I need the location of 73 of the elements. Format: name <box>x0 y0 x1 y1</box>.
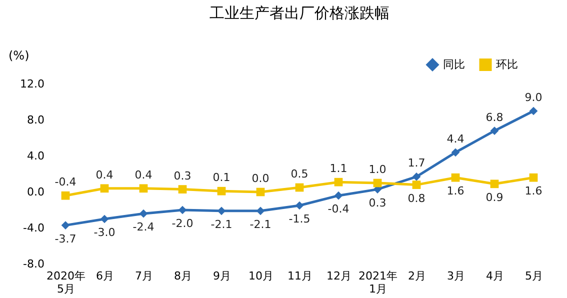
point <box>61 221 70 230</box>
x-tick-label: 2月 <box>408 270 426 282</box>
x-tick-label: 6月 <box>96 270 114 282</box>
data-label: 1.6 <box>524 184 542 198</box>
x-tick-label: 11月 <box>288 270 312 282</box>
data-label: -2.1 <box>250 218 272 231</box>
point <box>490 126 499 135</box>
data-label: -2.0 <box>172 217 194 230</box>
data-label: 0.1 <box>212 171 230 184</box>
point <box>451 173 460 182</box>
x-tick-label: 12月 <box>326 270 352 282</box>
point <box>529 173 538 182</box>
point <box>334 191 343 200</box>
data-label: 9.0 <box>524 91 542 104</box>
data-label: -0.4 <box>328 202 350 216</box>
point <box>256 188 265 196</box>
x-tick-label: 8月 <box>174 270 192 282</box>
data-label: 4.4 <box>446 132 464 146</box>
y-tick-label: -4.0 <box>23 222 44 234</box>
data-label: 1.6 <box>446 184 464 198</box>
data-label: 1.7 <box>408 156 426 170</box>
data-label: 0.9 <box>486 190 504 204</box>
point <box>295 183 304 192</box>
x-tick-label: 2021年 1月 <box>358 270 398 296</box>
y-tick-label: 4.0 <box>27 150 44 162</box>
data-label: 0.4 <box>96 168 114 182</box>
x-tick-label: 3月 <box>447 270 465 282</box>
point <box>451 148 460 157</box>
legend-label: 同比 <box>443 58 465 71</box>
point <box>334 178 343 186</box>
data-label: -0.4 <box>54 176 76 189</box>
point <box>178 206 187 214</box>
point <box>217 186 226 196</box>
data-label: 1.1 <box>330 162 348 176</box>
data-label: 0.4 <box>134 168 152 182</box>
x-tick-label: 7月 <box>135 270 153 282</box>
data-label: -3.7 <box>54 232 76 246</box>
point <box>61 191 70 200</box>
x-tick-label: 5月 <box>525 270 543 282</box>
point <box>178 185 187 194</box>
data-label: 1.0 <box>368 163 386 176</box>
legend-label: 环比 <box>496 58 518 71</box>
data-label: -2.4 <box>132 220 154 234</box>
x-tick-label: 9月 <box>213 270 231 282</box>
point <box>100 214 109 224</box>
data-label: -3.0 <box>94 226 116 239</box>
point <box>139 209 148 218</box>
data-label: -1.5 <box>288 212 310 226</box>
point <box>373 178 382 188</box>
data-label: 0.0 <box>252 172 270 185</box>
y-tick-label: 12.0 <box>20 78 44 90</box>
point <box>490 180 499 188</box>
point <box>139 184 148 193</box>
x-tick-label: 4月 <box>486 270 504 282</box>
x-tick-label: 10月 <box>248 270 274 282</box>
data-label: 0.3 <box>174 169 192 182</box>
point <box>412 180 421 189</box>
chart-title: 工业生产者出厂价格涨跌幅 <box>210 4 390 22</box>
x-tick-label: 2020年 5月 <box>46 270 86 296</box>
y-tick-label: 8.0 <box>27 114 44 126</box>
data-label: 0.3 <box>368 196 386 210</box>
data-label: 0.8 <box>408 192 426 205</box>
point <box>256 206 265 216</box>
point <box>529 106 538 116</box>
y-tick-label: -8.0 <box>23 258 44 270</box>
y-tick-label: 0.0 <box>27 186 44 198</box>
point <box>100 184 109 193</box>
data-label: 0.5 <box>290 168 308 180</box>
point <box>295 201 304 210</box>
data-label: 6.8 <box>486 110 504 124</box>
y-axis-title: (%) <box>8 48 30 62</box>
point <box>412 172 421 181</box>
data-label: -2.1 <box>210 218 232 231</box>
